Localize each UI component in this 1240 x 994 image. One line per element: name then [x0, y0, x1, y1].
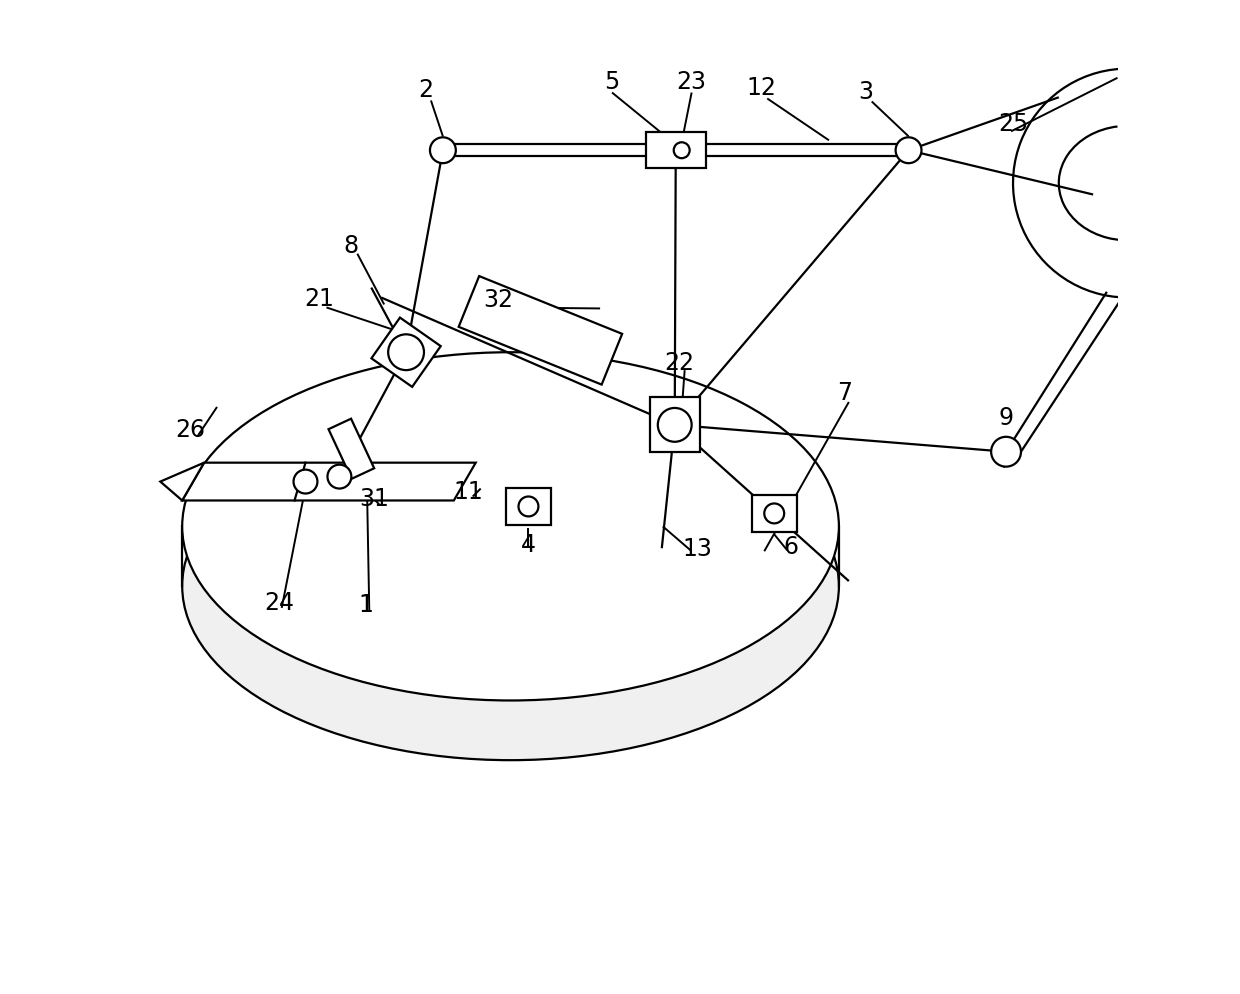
Text: 8: 8 [343, 234, 358, 257]
Circle shape [518, 497, 538, 517]
Text: 3: 3 [858, 80, 873, 103]
Polygon shape [372, 318, 440, 388]
Circle shape [764, 504, 784, 524]
Text: 31: 31 [360, 487, 389, 511]
Text: 23: 23 [677, 70, 707, 93]
Text: 7: 7 [837, 381, 852, 405]
Circle shape [895, 138, 921, 164]
Ellipse shape [182, 353, 839, 701]
Text: 32: 32 [484, 288, 513, 312]
Polygon shape [329, 419, 374, 479]
Text: 26: 26 [175, 417, 205, 441]
Ellipse shape [182, 413, 839, 760]
Polygon shape [459, 276, 622, 386]
Text: 11: 11 [454, 479, 484, 503]
Circle shape [991, 437, 1021, 467]
Circle shape [673, 143, 689, 159]
Polygon shape [506, 488, 551, 526]
Circle shape [388, 335, 424, 371]
Text: 6: 6 [784, 535, 799, 559]
Circle shape [657, 409, 692, 442]
Circle shape [327, 465, 351, 489]
Text: 22: 22 [665, 351, 694, 375]
Polygon shape [751, 495, 796, 533]
Polygon shape [650, 399, 699, 453]
Text: 5: 5 [604, 70, 620, 93]
Polygon shape [182, 463, 476, 501]
Text: 4: 4 [521, 533, 536, 557]
Text: 9: 9 [998, 406, 1013, 429]
Circle shape [430, 138, 456, 164]
Text: 12: 12 [746, 76, 776, 99]
Polygon shape [160, 463, 205, 501]
Text: 2: 2 [418, 78, 434, 101]
Text: 1: 1 [358, 592, 373, 616]
Circle shape [294, 470, 317, 494]
Text: 21: 21 [305, 286, 335, 310]
Text: 25: 25 [998, 112, 1028, 136]
Polygon shape [646, 133, 706, 169]
Text: 24: 24 [264, 590, 295, 614]
Text: 13: 13 [683, 537, 713, 561]
